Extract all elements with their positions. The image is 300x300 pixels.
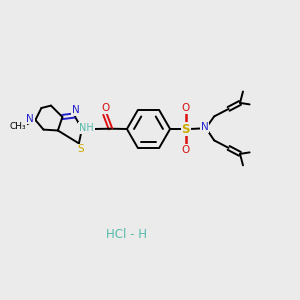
Text: S: S	[77, 144, 84, 154]
Text: NH: NH	[79, 123, 94, 133]
Text: HCl - H: HCl - H	[106, 227, 146, 241]
Text: N: N	[201, 122, 208, 132]
Text: CH₃: CH₃	[10, 122, 26, 131]
Text: O: O	[182, 103, 190, 113]
Text: N: N	[26, 113, 34, 124]
Text: O: O	[182, 145, 190, 155]
Text: S: S	[182, 122, 190, 136]
Text: O: O	[101, 103, 109, 113]
Text: N: N	[72, 105, 80, 115]
